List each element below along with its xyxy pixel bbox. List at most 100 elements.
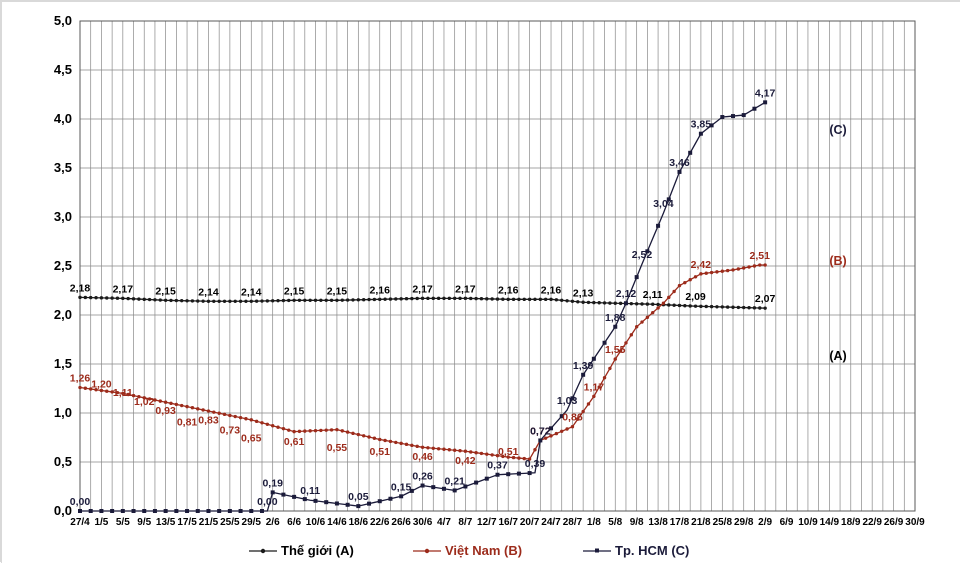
svg-text:1/5: 1/5 — [94, 517, 108, 528]
svg-text:2/9: 2/9 — [758, 517, 772, 528]
svg-text:21/5: 21/5 — [199, 517, 219, 528]
svg-text:Tp. HCM (C): Tp. HCM (C) — [615, 543, 689, 558]
svg-text:0,86: 0,86 — [562, 412, 583, 424]
svg-text:9/8: 9/8 — [630, 517, 644, 528]
svg-text:1,03: 1,03 — [557, 395, 578, 407]
svg-text:28/7: 28/7 — [563, 517, 583, 528]
svg-text:0,51: 0,51 — [498, 446, 519, 458]
svg-text:20/7: 20/7 — [520, 517, 540, 528]
svg-text:0,5: 0,5 — [54, 454, 72, 469]
svg-text:25/8: 25/8 — [713, 517, 733, 528]
svg-text:16/7: 16/7 — [498, 517, 518, 528]
svg-text:0,26: 0,26 — [412, 471, 433, 483]
svg-text:5/5: 5/5 — [116, 517, 130, 528]
svg-text:3,85: 3,85 — [691, 119, 712, 131]
svg-text:0,51: 0,51 — [370, 446, 391, 458]
svg-text:2,0: 2,0 — [54, 307, 72, 322]
svg-text:2,52: 2,52 — [632, 249, 653, 261]
svg-text:4,0: 4,0 — [54, 111, 72, 126]
svg-text:26/9: 26/9 — [884, 517, 904, 528]
svg-text:2,5: 2,5 — [54, 258, 72, 273]
svg-text:2,17: 2,17 — [412, 283, 433, 295]
svg-text:2,15: 2,15 — [327, 285, 348, 297]
svg-text:2,09: 2,09 — [685, 291, 706, 303]
svg-text:3,04: 3,04 — [653, 198, 674, 210]
svg-text:1,11: 1,11 — [113, 387, 133, 399]
svg-text:3,0: 3,0 — [54, 209, 72, 224]
svg-text:12/7: 12/7 — [477, 517, 497, 528]
svg-text:17/8: 17/8 — [670, 517, 690, 528]
svg-text:30/9: 30/9 — [905, 517, 925, 528]
svg-text:1,02: 1,02 — [134, 396, 155, 408]
svg-text:1/8: 1/8 — [587, 517, 601, 528]
svg-text:4/7: 4/7 — [437, 517, 451, 528]
svg-text:2,13: 2,13 — [573, 287, 594, 299]
svg-text:2,42: 2,42 — [691, 259, 712, 271]
svg-text:0,65: 0,65 — [241, 432, 262, 444]
svg-text:30/6: 30/6 — [413, 517, 433, 528]
svg-text:4,5: 4,5 — [54, 62, 72, 77]
svg-text:18/6: 18/6 — [349, 517, 369, 528]
svg-text:2,14: 2,14 — [241, 286, 262, 298]
svg-text:0,37: 0,37 — [487, 460, 508, 472]
svg-text:2,17: 2,17 — [455, 283, 476, 295]
svg-text:27/4: 27/4 — [70, 517, 90, 528]
svg-text:0,39: 0,39 — [525, 458, 546, 470]
svg-text:14/6: 14/6 — [327, 517, 347, 528]
svg-text:(A): (A) — [829, 349, 846, 363]
svg-text:2,16: 2,16 — [541, 284, 562, 296]
svg-text:2,16: 2,16 — [370, 284, 391, 296]
svg-text:1,55: 1,55 — [605, 344, 626, 356]
svg-text:2,17: 2,17 — [113, 283, 134, 295]
svg-text:0,61: 0,61 — [284, 436, 305, 448]
svg-text:1,88: 1,88 — [605, 312, 626, 324]
svg-text:0,73: 0,73 — [220, 424, 241, 436]
svg-text:2,51: 2,51 — [750, 250, 771, 262]
svg-text:29/8: 29/8 — [734, 517, 754, 528]
svg-text:0,00: 0,00 — [257, 496, 278, 508]
svg-text:1,26: 1,26 — [70, 373, 91, 385]
svg-text:18/9: 18/9 — [841, 517, 861, 528]
svg-text:21/8: 21/8 — [691, 517, 711, 528]
svg-text:1,0: 1,0 — [54, 405, 72, 420]
svg-text:(B): (B) — [829, 254, 846, 268]
svg-text:6/9: 6/9 — [780, 517, 794, 528]
svg-text:8/7: 8/7 — [458, 517, 472, 528]
svg-text:24/7: 24/7 — [541, 517, 561, 528]
svg-text:6/6: 6/6 — [287, 517, 301, 528]
svg-text:10/6: 10/6 — [306, 517, 326, 528]
svg-text:22/9: 22/9 — [862, 517, 882, 528]
svg-text:0,72: 0,72 — [530, 425, 551, 437]
svg-text:0,42: 0,42 — [455, 455, 476, 467]
svg-text:1,5: 1,5 — [54, 356, 72, 371]
svg-text:2,12: 2,12 — [616, 288, 637, 300]
svg-text:13/8: 13/8 — [648, 517, 668, 528]
svg-text:0,81: 0,81 — [177, 417, 198, 429]
svg-text:17/5: 17/5 — [177, 517, 197, 528]
svg-text:3,5: 3,5 — [54, 160, 72, 175]
svg-text:14/9: 14/9 — [820, 517, 840, 528]
svg-text:9/5: 9/5 — [137, 517, 151, 528]
svg-text:0,00: 0,00 — [70, 496, 91, 508]
svg-text:22/6: 22/6 — [370, 517, 390, 528]
svg-text:0,19: 0,19 — [262, 477, 283, 489]
svg-text:2/6: 2/6 — [266, 517, 280, 528]
svg-text:Thế giới (A): Thế giới (A) — [281, 543, 354, 558]
svg-text:0,83: 0,83 — [198, 415, 219, 427]
svg-text:13/5: 13/5 — [156, 517, 176, 528]
svg-text:25/5: 25/5 — [220, 517, 240, 528]
svg-text:2,16: 2,16 — [498, 284, 519, 296]
svg-text:29/5: 29/5 — [242, 517, 262, 528]
svg-text:2,15: 2,15 — [155, 285, 176, 297]
svg-text:0,93: 0,93 — [155, 405, 176, 417]
svg-text:0,46: 0,46 — [412, 451, 433, 463]
svg-text:4,17: 4,17 — [755, 87, 776, 99]
svg-text:1,17: 1,17 — [584, 381, 605, 393]
svg-text:5/8: 5/8 — [608, 517, 622, 528]
svg-text:3,46: 3,46 — [669, 157, 690, 169]
svg-text:2,07: 2,07 — [755, 293, 776, 305]
svg-text:0,05: 0,05 — [348, 491, 369, 503]
svg-text:10/9: 10/9 — [798, 517, 818, 528]
svg-text:0,11: 0,11 — [300, 485, 320, 497]
svg-text:2,11: 2,11 — [643, 289, 663, 301]
